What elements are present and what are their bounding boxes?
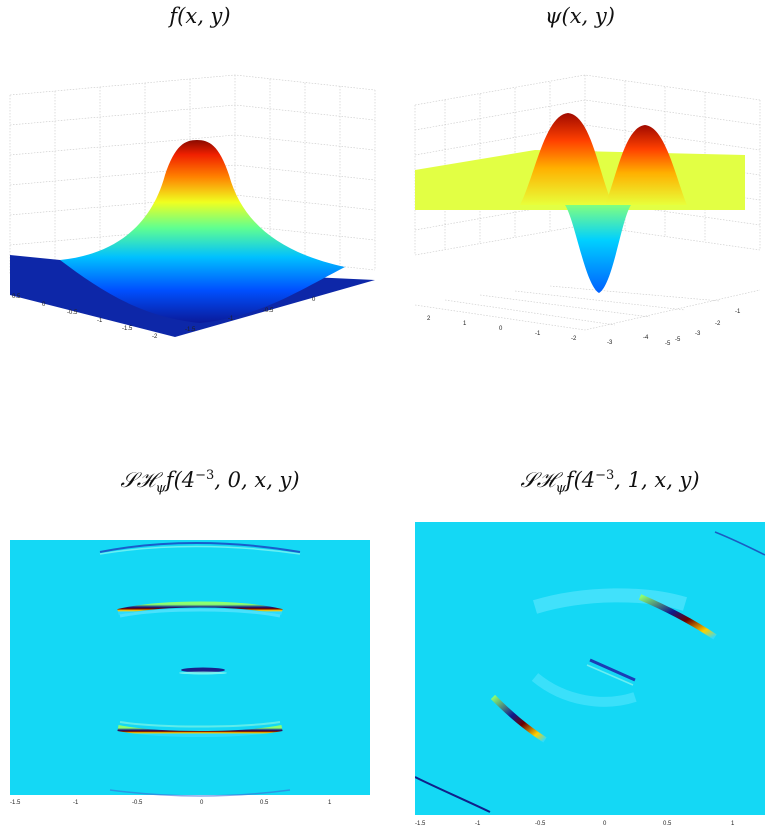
- svg-text:-1: -1: [735, 309, 741, 315]
- svg-text:-1: -1: [475, 821, 481, 827]
- br-streak-center: [589, 658, 636, 682]
- svg-text:-1.5: -1.5: [185, 327, 196, 333]
- br-streak-upper-right: [638, 594, 717, 640]
- bl-arc-lower-shadow: [119, 721, 281, 728]
- svg-text:-3: -3: [695, 331, 701, 337]
- svg-text:-5: -5: [665, 341, 671, 347]
- svg-text:0.5: 0.5: [260, 800, 269, 806]
- svg-text:2: 2: [427, 316, 431, 322]
- svg-text:-1: -1: [73, 800, 79, 806]
- svg-text:-1: -1: [97, 318, 103, 324]
- svg-text:1: 1: [463, 321, 467, 327]
- tr-positive-lobe-right: [605, 125, 687, 205]
- tl-left-axis-ticks: 0.5 0 -0.5 -1 -1.5 -2: [12, 294, 158, 340]
- tl-gaussian-bell: [60, 140, 345, 323]
- tr-negative-lobe: [565, 205, 631, 293]
- br-streak-center-halo: [586, 664, 634, 686]
- bl-center-halo: [179, 671, 227, 675]
- tl-right-axis-ticks: -1.5 -1 -0.5 0: [185, 297, 316, 333]
- br-faint-arc: [532, 588, 688, 614]
- svg-text:-1.5: -1.5: [415, 821, 426, 827]
- bl-background: [10, 540, 370, 795]
- svg-text:-4: -4: [643, 335, 649, 341]
- svg-text:0: 0: [312, 297, 316, 303]
- br-edge-streak-bottom-left: [415, 776, 491, 813]
- bl-center-mark: [181, 667, 225, 673]
- svg-text:0.5: 0.5: [663, 821, 672, 827]
- br-x-ticks: -1.5 -1 -0.5 0 0.5 1: [415, 821, 735, 827]
- tr-left-axis-ticks: 2 1 0 -1 -2 -3 -4 -5: [427, 316, 671, 347]
- bl-arc-lower: [117, 725, 283, 737]
- tr-right-axis-ticks: -5 -3 -2 -1: [675, 309, 741, 343]
- br-streak-lower-left: [490, 694, 547, 743]
- bl-arc-top-halo: [99, 545, 301, 555]
- svg-text:-2: -2: [715, 321, 721, 327]
- title-shearlet-1: 𝒮ℋψf(4−3, 1, x, y): [520, 468, 700, 497]
- bl-arc-upper-shadow: [119, 608, 281, 618]
- title-f: f(x, y): [169, 4, 231, 28]
- title-shearlet-0: 𝒮ℋψf(4−3, 0, x, y): [120, 468, 300, 497]
- br-faint-arc-lower: [531, 673, 637, 707]
- svg-text:-5: -5: [675, 337, 681, 343]
- svg-text:0: 0: [42, 302, 46, 308]
- bl-arc-top: [99, 542, 301, 553]
- svg-text:-2: -2: [152, 334, 158, 340]
- svg-text:0: 0: [200, 800, 204, 806]
- svg-text:-1: -1: [535, 331, 541, 337]
- svg-text:-3: -3: [607, 340, 613, 346]
- svg-text:1: 1: [731, 821, 735, 827]
- svg-text:-1.5: -1.5: [10, 800, 21, 806]
- svg-text:-2: -2: [571, 336, 577, 342]
- svg-text:0.5: 0.5: [12, 294, 21, 300]
- br-edge-streak-top-right: [714, 531, 765, 556]
- title-psi: ψ(x, y): [545, 4, 615, 28]
- svg-text:0: 0: [499, 326, 503, 332]
- svg-text:-1.5: -1.5: [122, 326, 133, 332]
- bl-x-ticks: -1.5 -1 -0.5 0 0.5 1: [10, 800, 332, 806]
- svg-text:-1: -1: [228, 316, 234, 322]
- svg-text:0: 0: [603, 821, 607, 827]
- svg-text:1: 1: [328, 800, 332, 806]
- plot-shearlet-coeffs-0: -1.5 -1 -0.5 0 0.5 1: [10, 540, 370, 806]
- bl-arc-upper: [117, 601, 283, 615]
- plot-gaussian-surface: 0.5 0 -0.5 -1 -1.5 -2 -1.5 -1 -0.5 0: [9, 74, 376, 340]
- svg-text:-0.5: -0.5: [263, 308, 274, 314]
- svg-text:-0.5: -0.5: [67, 310, 78, 316]
- plot-psi-surface: 2 1 0 -1 -2 -3 -4 -5 -5 -3 -2 -1: [414, 74, 761, 347]
- tr-positive-lobe-left: [520, 113, 613, 205]
- svg-text:-0.5: -0.5: [535, 821, 546, 827]
- svg-text:-0.5: -0.5: [132, 800, 143, 806]
- bl-arc-bottom: [109, 789, 291, 797]
- br-background: [415, 522, 765, 815]
- plot-shearlet-coeffs-1: -1.5 -1 -0.5 0 0.5 1: [415, 522, 765, 827]
